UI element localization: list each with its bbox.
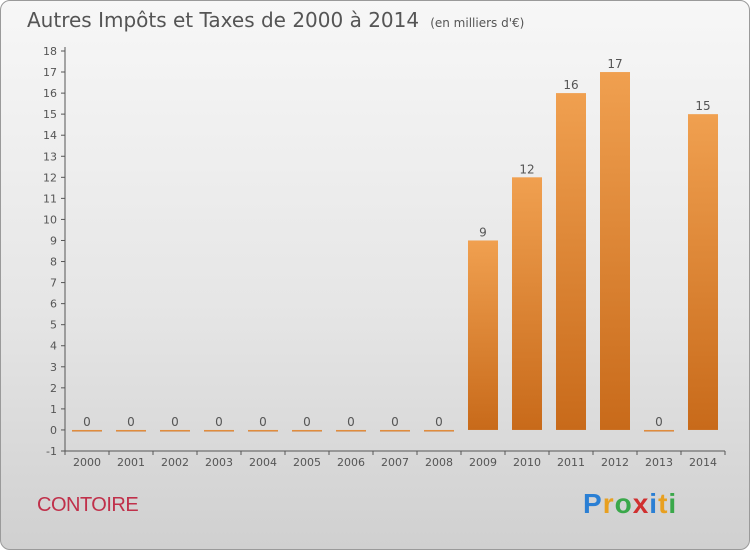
logo-letter: i — [668, 488, 678, 519]
x-tick-label: 2003 — [205, 456, 233, 469]
y-tick-label: 2 — [50, 382, 57, 395]
y-tick-label: 1 — [50, 403, 57, 416]
x-tick-label: 2007 — [381, 456, 409, 469]
y-tick-label: 0 — [50, 424, 57, 437]
y-tick-label: 5 — [50, 319, 57, 332]
bar — [512, 177, 542, 430]
bar — [468, 240, 498, 430]
logo-letter: P — [583, 488, 603, 519]
y-tick-label: 3 — [50, 361, 57, 374]
x-tick-label: 2006 — [337, 456, 365, 469]
logo-letter: t — [658, 488, 669, 519]
x-tick-label: 2001 — [117, 456, 145, 469]
logo-letter: x — [632, 488, 650, 519]
data-label: 9 — [479, 225, 487, 239]
bar — [204, 429, 234, 432]
logo-letter: i — [649, 488, 659, 519]
data-label: 0 — [391, 415, 399, 429]
x-tick-label: 2011 — [557, 456, 585, 469]
x-tick-label: 2009 — [469, 456, 497, 469]
y-tick-label: 11 — [43, 192, 57, 205]
data-label: 0 — [347, 415, 355, 429]
y-tick-label: 14 — [43, 129, 57, 142]
bar — [116, 429, 146, 432]
data-label: 0 — [655, 415, 663, 429]
x-tick-label: 2010 — [513, 456, 541, 469]
x-tick-label: 2004 — [249, 456, 277, 469]
y-tick-label: 12 — [43, 171, 57, 184]
title-text: Autres Impôts et Taxes de 2000 à 2014 — [27, 8, 420, 32]
bar — [248, 429, 278, 432]
data-label: 12 — [519, 162, 534, 176]
data-label: 0 — [259, 415, 267, 429]
bar — [688, 114, 718, 430]
bar — [72, 429, 102, 432]
x-tick-label: 2014 — [689, 456, 717, 469]
bar — [380, 429, 410, 432]
bar — [644, 429, 674, 432]
x-tick-label: 2013 — [645, 456, 673, 469]
y-tick-label: 8 — [50, 256, 57, 269]
y-tick-label: 18 — [43, 45, 57, 58]
bar — [292, 429, 322, 432]
x-tick-label: 2000 — [73, 456, 101, 469]
x-tick-label: 2008 — [425, 456, 453, 469]
logo-letter: o — [614, 488, 633, 519]
x-tick-label: 2005 — [293, 456, 321, 469]
commune-name: CONTOIRE — [37, 494, 139, 516]
y-tick-label: 7 — [50, 277, 57, 290]
data-label: 0 — [127, 415, 135, 429]
data-label: 0 — [303, 415, 311, 429]
data-label: 16 — [563, 78, 578, 92]
unit-note: (en milliers d'€) — [430, 16, 525, 30]
y-tick-label: 15 — [43, 108, 57, 121]
bar — [424, 429, 454, 432]
y-tick-label: 16 — [43, 87, 57, 100]
logo-letter: r — [602, 488, 615, 519]
y-tick-label: 10 — [43, 213, 57, 226]
data-label: 0 — [215, 415, 223, 429]
data-label: 0 — [83, 415, 91, 429]
y-tick-label: 4 — [50, 340, 57, 353]
y-tick-label: -1 — [46, 445, 57, 458]
bar — [336, 429, 366, 432]
proxiti-logo: Proxiti — [583, 488, 677, 520]
y-tick-label: 9 — [50, 234, 57, 247]
y-tick-label: 13 — [43, 150, 57, 163]
bar — [600, 72, 630, 430]
chart-title: Autres Impôts et Taxes de 2000 à 2014 (e… — [27, 8, 524, 32]
data-label: 0 — [435, 415, 443, 429]
y-tick-label: 17 — [43, 66, 57, 79]
bar — [556, 93, 586, 430]
x-tick-label: 2002 — [161, 456, 189, 469]
bar — [160, 429, 190, 432]
data-label: 17 — [607, 57, 622, 71]
x-tick-label: 2012 — [601, 456, 629, 469]
data-label: 0 — [171, 415, 179, 429]
data-label: 15 — [695, 99, 710, 113]
y-tick-label: 6 — [50, 298, 57, 311]
